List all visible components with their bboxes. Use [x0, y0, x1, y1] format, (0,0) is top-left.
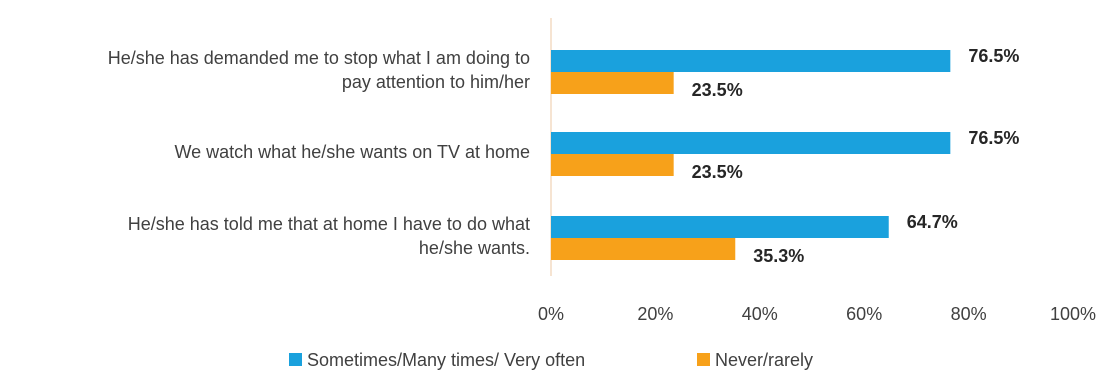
- legend-label: Never/rarely: [715, 350, 813, 370]
- data-label: 64.7%: [907, 212, 958, 232]
- category-label: We watch what he/she wants on TV at home: [174, 142, 530, 162]
- x-tick-label: 0%: [538, 304, 564, 324]
- x-tick-label: 100%: [1050, 304, 1096, 324]
- category-label: he/she wants.: [419, 238, 530, 258]
- bar-never: [551, 72, 674, 94]
- bars: [551, 50, 951, 260]
- category-label: pay attention to him/her: [342, 72, 530, 92]
- bar-sometimes: [551, 50, 951, 72]
- x-tick-label: 80%: [951, 304, 987, 324]
- legend-swatch: [697, 353, 710, 366]
- x-tick-label: 60%: [846, 304, 882, 324]
- x-tick-label: 20%: [637, 304, 673, 324]
- data-label: 76.5%: [968, 128, 1019, 148]
- legend-swatch: [289, 353, 302, 366]
- x-axis-tick-labels: 0% 20% 40% 60% 80% 100%: [538, 304, 1096, 324]
- bar-sometimes: [551, 132, 951, 154]
- bar-never: [551, 238, 736, 260]
- data-label: 35.3%: [753, 246, 804, 266]
- x-tick-label: 40%: [742, 304, 778, 324]
- data-label: 76.5%: [968, 46, 1019, 66]
- data-label: 23.5%: [692, 80, 743, 100]
- category-label: He/she has demanded me to stop what I am…: [108, 48, 530, 68]
- legend-label: Sometimes/Many times/ Very often: [307, 350, 585, 370]
- category-label: He/she has told me that at home I have t…: [128, 214, 530, 234]
- bar-sometimes: [551, 216, 889, 238]
- data-label: 23.5%: [692, 162, 743, 182]
- bar-never: [551, 154, 674, 176]
- value-labels: 76.5% 23.5% 76.5% 23.5% 64.7% 35.3%: [692, 46, 1020, 266]
- category-labels: He/she has demanded me to stop what I am…: [108, 48, 530, 258]
- legend: Sometimes/Many times/ Very often Never/ra…: [289, 350, 813, 370]
